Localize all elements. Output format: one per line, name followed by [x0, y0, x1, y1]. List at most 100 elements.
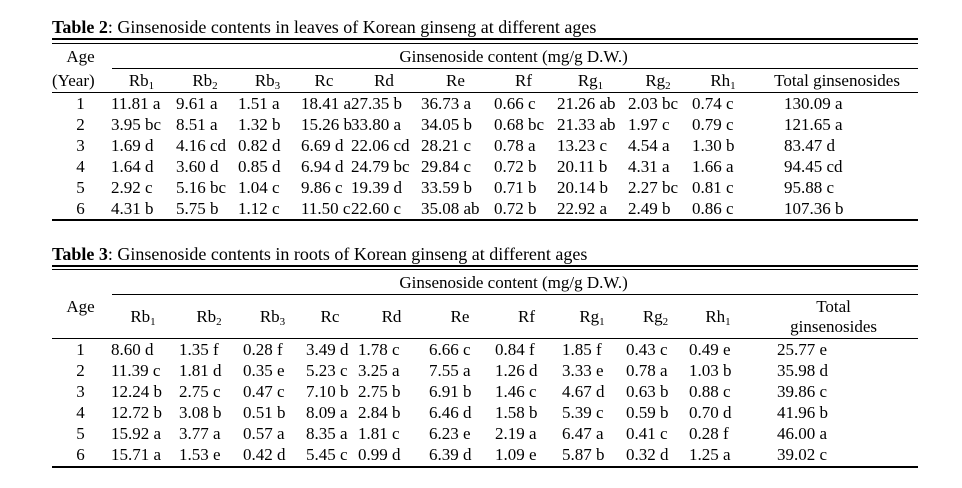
table-cell: 1.85 f: [562, 339, 602, 359]
table-cell: 0.78 a: [494, 135, 536, 155]
table-cell: 15.26 b: [301, 114, 352, 134]
table-cell: 1.46 c: [495, 381, 537, 401]
table-cell: 3.77 a: [179, 423, 221, 443]
table3-col-re: Re: [450, 307, 470, 326]
table-cell: 1.25 a: [689, 444, 731, 464]
table-cell: 8.09 a: [306, 402, 348, 422]
table-row: 4 1.64 d 3.60 d 0.85 d 6.94 d 24.79 bc 29.84 c…: [52, 156, 918, 177]
table-cell: 4.31 b: [111, 198, 154, 218]
table-cell: 1.58 b: [495, 402, 538, 422]
table-cell: 3.08 b: [179, 402, 222, 422]
table-cell: 1.97 c: [628, 114, 670, 134]
table-cell: 0.59 b: [626, 402, 669, 422]
table3-age-header: Age: [66, 297, 95, 316]
table-cell: 0.72 b: [494, 156, 537, 176]
table-cell: 1.69 d: [111, 135, 154, 155]
table-cell: 1.53 e: [179, 444, 221, 464]
table3-col-rc: Rc: [320, 307, 340, 326]
table3-col-total: Total ginsenosides: [749, 295, 918, 339]
table-cell: 3.33 e: [562, 360, 604, 380]
table-cell: 0.70 d: [689, 402, 732, 422]
table-cell: 22.60 c: [351, 198, 402, 218]
table2: Age Ginsenoside content (mg/g D.W.) (Yea…: [52, 45, 918, 219]
table-cell: 0.99 d: [358, 444, 401, 464]
table-cell: 21.33 ab: [557, 114, 616, 134]
table-cell: 83.47 d: [784, 135, 835, 155]
table-cell: 5.87 b: [562, 444, 605, 464]
table-cell: 1.51 a: [238, 93, 280, 113]
table-cell: 3.25 a: [358, 360, 400, 380]
table-cell: 1.66 a: [692, 156, 734, 176]
table-cell: 5.75 b: [176, 198, 219, 218]
table3-caption-text: : Ginsenoside contents in roots of Korea…: [107, 244, 588, 264]
table3-caption: Table 3: Ginsenoside contents in roots o…: [52, 244, 587, 264]
table3-group-rule: [112, 294, 918, 295]
table-cell: 46.00 a: [777, 423, 828, 443]
table-cell: 21.26 ab: [557, 93, 616, 113]
table-cell: 94.45 cd: [784, 156, 843, 176]
table-row: 6 4.31 b 5.75 b 1.12 c 11.50 c 22.60 c 35.08 a…: [52, 198, 918, 219]
table-cell: 0.35 e: [243, 360, 285, 380]
table-cell: 5.23 c: [306, 360, 348, 380]
table-cell: 2.75 b: [358, 381, 401, 401]
table2-body: 1 11.81 a 9.61 a 1.51 a 18.41 a 27.35 b 36.73 …: [52, 93, 918, 219]
table-cell: 11.50 c: [301, 198, 351, 218]
row-age: 4: [76, 402, 85, 422]
table-cell: 0.81 c: [692, 177, 734, 197]
row-age: 3: [76, 381, 85, 401]
table-cell: 13.23 c: [557, 135, 608, 155]
row-age: 1: [76, 93, 85, 113]
table-cell: 1.81 c: [358, 423, 400, 443]
table-cell: 6.66 c: [429, 339, 471, 359]
table-cell: 0.63 b: [626, 381, 669, 401]
table3-col-rg2: Rg2: [642, 307, 669, 328]
table-cell: 12.24 b: [111, 381, 162, 401]
table-cell: 0.41 c: [626, 423, 668, 443]
table-cell: 22.06 cd: [351, 135, 410, 155]
table3-total-line2: ginsenosides: [790, 317, 877, 336]
table-cell: 1.78 c: [358, 339, 400, 359]
table-cell: 35.98 d: [777, 360, 828, 380]
table2-group-rule: [112, 68, 918, 69]
table-cell: 1.12 c: [238, 198, 280, 218]
table-cell: 5.16 bc: [176, 177, 227, 197]
table2-age-header: Age: [66, 47, 95, 66]
table2-caption: Table 2: Ginsenoside contents in leaves …: [52, 17, 596, 37]
table-cell: 0.79 c: [692, 114, 734, 134]
table-cell: 2.19 a: [495, 423, 537, 443]
table-cell: 95.88 c: [784, 177, 835, 197]
table-cell: 0.88 c: [689, 381, 731, 401]
table-cell: 0.66 c: [494, 93, 536, 113]
table-cell: 33.59 b: [421, 177, 472, 197]
table-row: 1 11.81 a 9.61 a 1.51 a 18.41 a 27.35 b 36.73 …: [52, 93, 918, 114]
table-cell: 6.47 a: [562, 423, 604, 443]
table3-total-line1: Total: [816, 297, 851, 316]
table-row: 2 11.39 c 1.81 d 0.35 e 5.23 c 3.25 a 7.55 a 1.…: [52, 360, 918, 381]
row-age: 3: [76, 135, 85, 155]
table-cell: 0.32 d: [626, 444, 669, 464]
table-cell: 7.10 b: [306, 381, 349, 401]
table-cell: 1.09 e: [495, 444, 537, 464]
table-cell: 1.32 b: [238, 114, 281, 134]
table-cell: 0.57 a: [243, 423, 285, 443]
table-cell: 36.73 a: [421, 93, 472, 113]
table-cell: 3.49 d: [306, 339, 349, 359]
table-cell: 8.51 a: [176, 114, 218, 134]
table-cell: 20.14 b: [557, 177, 608, 197]
table2-col-rh1: Rh1: [710, 71, 736, 92]
row-age: 2: [76, 114, 85, 134]
table-cell: 6.91 b: [429, 381, 472, 401]
row-age: 2: [76, 360, 85, 380]
table-row: 5 15.92 a 3.77 a 0.57 a 8.35 a 1.81 c 6.23 e 2.…: [52, 423, 918, 444]
table3-col-rd: Rd: [381, 307, 402, 326]
table-cell: 0.47 c: [243, 381, 285, 401]
table-cell: 4.16 cd: [176, 135, 227, 155]
table-cell: 1.30 b: [692, 135, 735, 155]
table2-col-rg2: Rg2: [645, 71, 671, 92]
table-cell: 0.71 b: [494, 177, 537, 197]
table-row: 1 8.60 d 1.35 f 0.28 f 3.49 d 1.78 c 6.66 c 0.8…: [52, 339, 918, 360]
table2-caption-text: : Ginsenoside contents in leaves of Kore…: [107, 17, 597, 37]
table-cell: 0.28 f: [243, 339, 283, 359]
table-cell: 12.72 b: [111, 402, 162, 422]
table-row: 2 3.95 bc 8.51 a 1.32 b 15.26 b 33.80 a 34.05 …: [52, 114, 918, 135]
